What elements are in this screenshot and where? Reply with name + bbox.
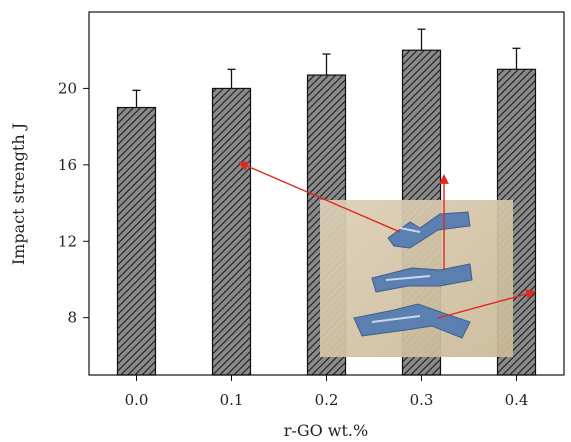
bar-0.1: [211, 87, 252, 376]
error-bar-0.3: [417, 28, 426, 51]
x-tick-label-0.0: 0.0: [125, 391, 149, 409]
x-tick-label-0.2: 0.2: [315, 391, 339, 409]
y-tick-label-12: 12: [58, 232, 77, 250]
error-bar-0.2: [322, 53, 331, 76]
error-bar-0.1: [227, 68, 236, 89]
error-bar-0.4: [512, 47, 521, 70]
y-axis: 8 12 16 20: [58, 79, 89, 327]
specimen-3: [353, 303, 471, 339]
inset-photo: [320, 200, 513, 357]
error-bar-0.0: [132, 89, 141, 108]
specimen-2: [371, 263, 473, 293]
error-bars-layer: [132, 28, 521, 108]
y-tick-label-8: 8: [67, 309, 77, 327]
x-tick-label-0.4: 0.4: [505, 391, 529, 409]
x-tick-label-0.3: 0.3: [410, 391, 434, 409]
arrow-to-bar-0.1: [238, 161, 401, 233]
x-axis: 0.0 0.1 0.2 0.3 0.4: [125, 375, 529, 409]
bar-0.0: [116, 106, 157, 376]
specimen-1: [387, 211, 471, 249]
y-tick-label-16: 16: [58, 156, 77, 174]
arrow-to-bar-0.4: [437, 289, 536, 319]
annotation-arrows: [238, 161, 536, 319]
x-tick-label-0.1: 0.1: [220, 391, 244, 409]
specimen-highlight: [371, 227, 431, 323]
y-axis-label: Impact strength J: [9, 123, 28, 265]
x-axis-label: r-GO wt.%: [284, 421, 368, 440]
y-tick-label-20: 20: [58, 79, 77, 97]
